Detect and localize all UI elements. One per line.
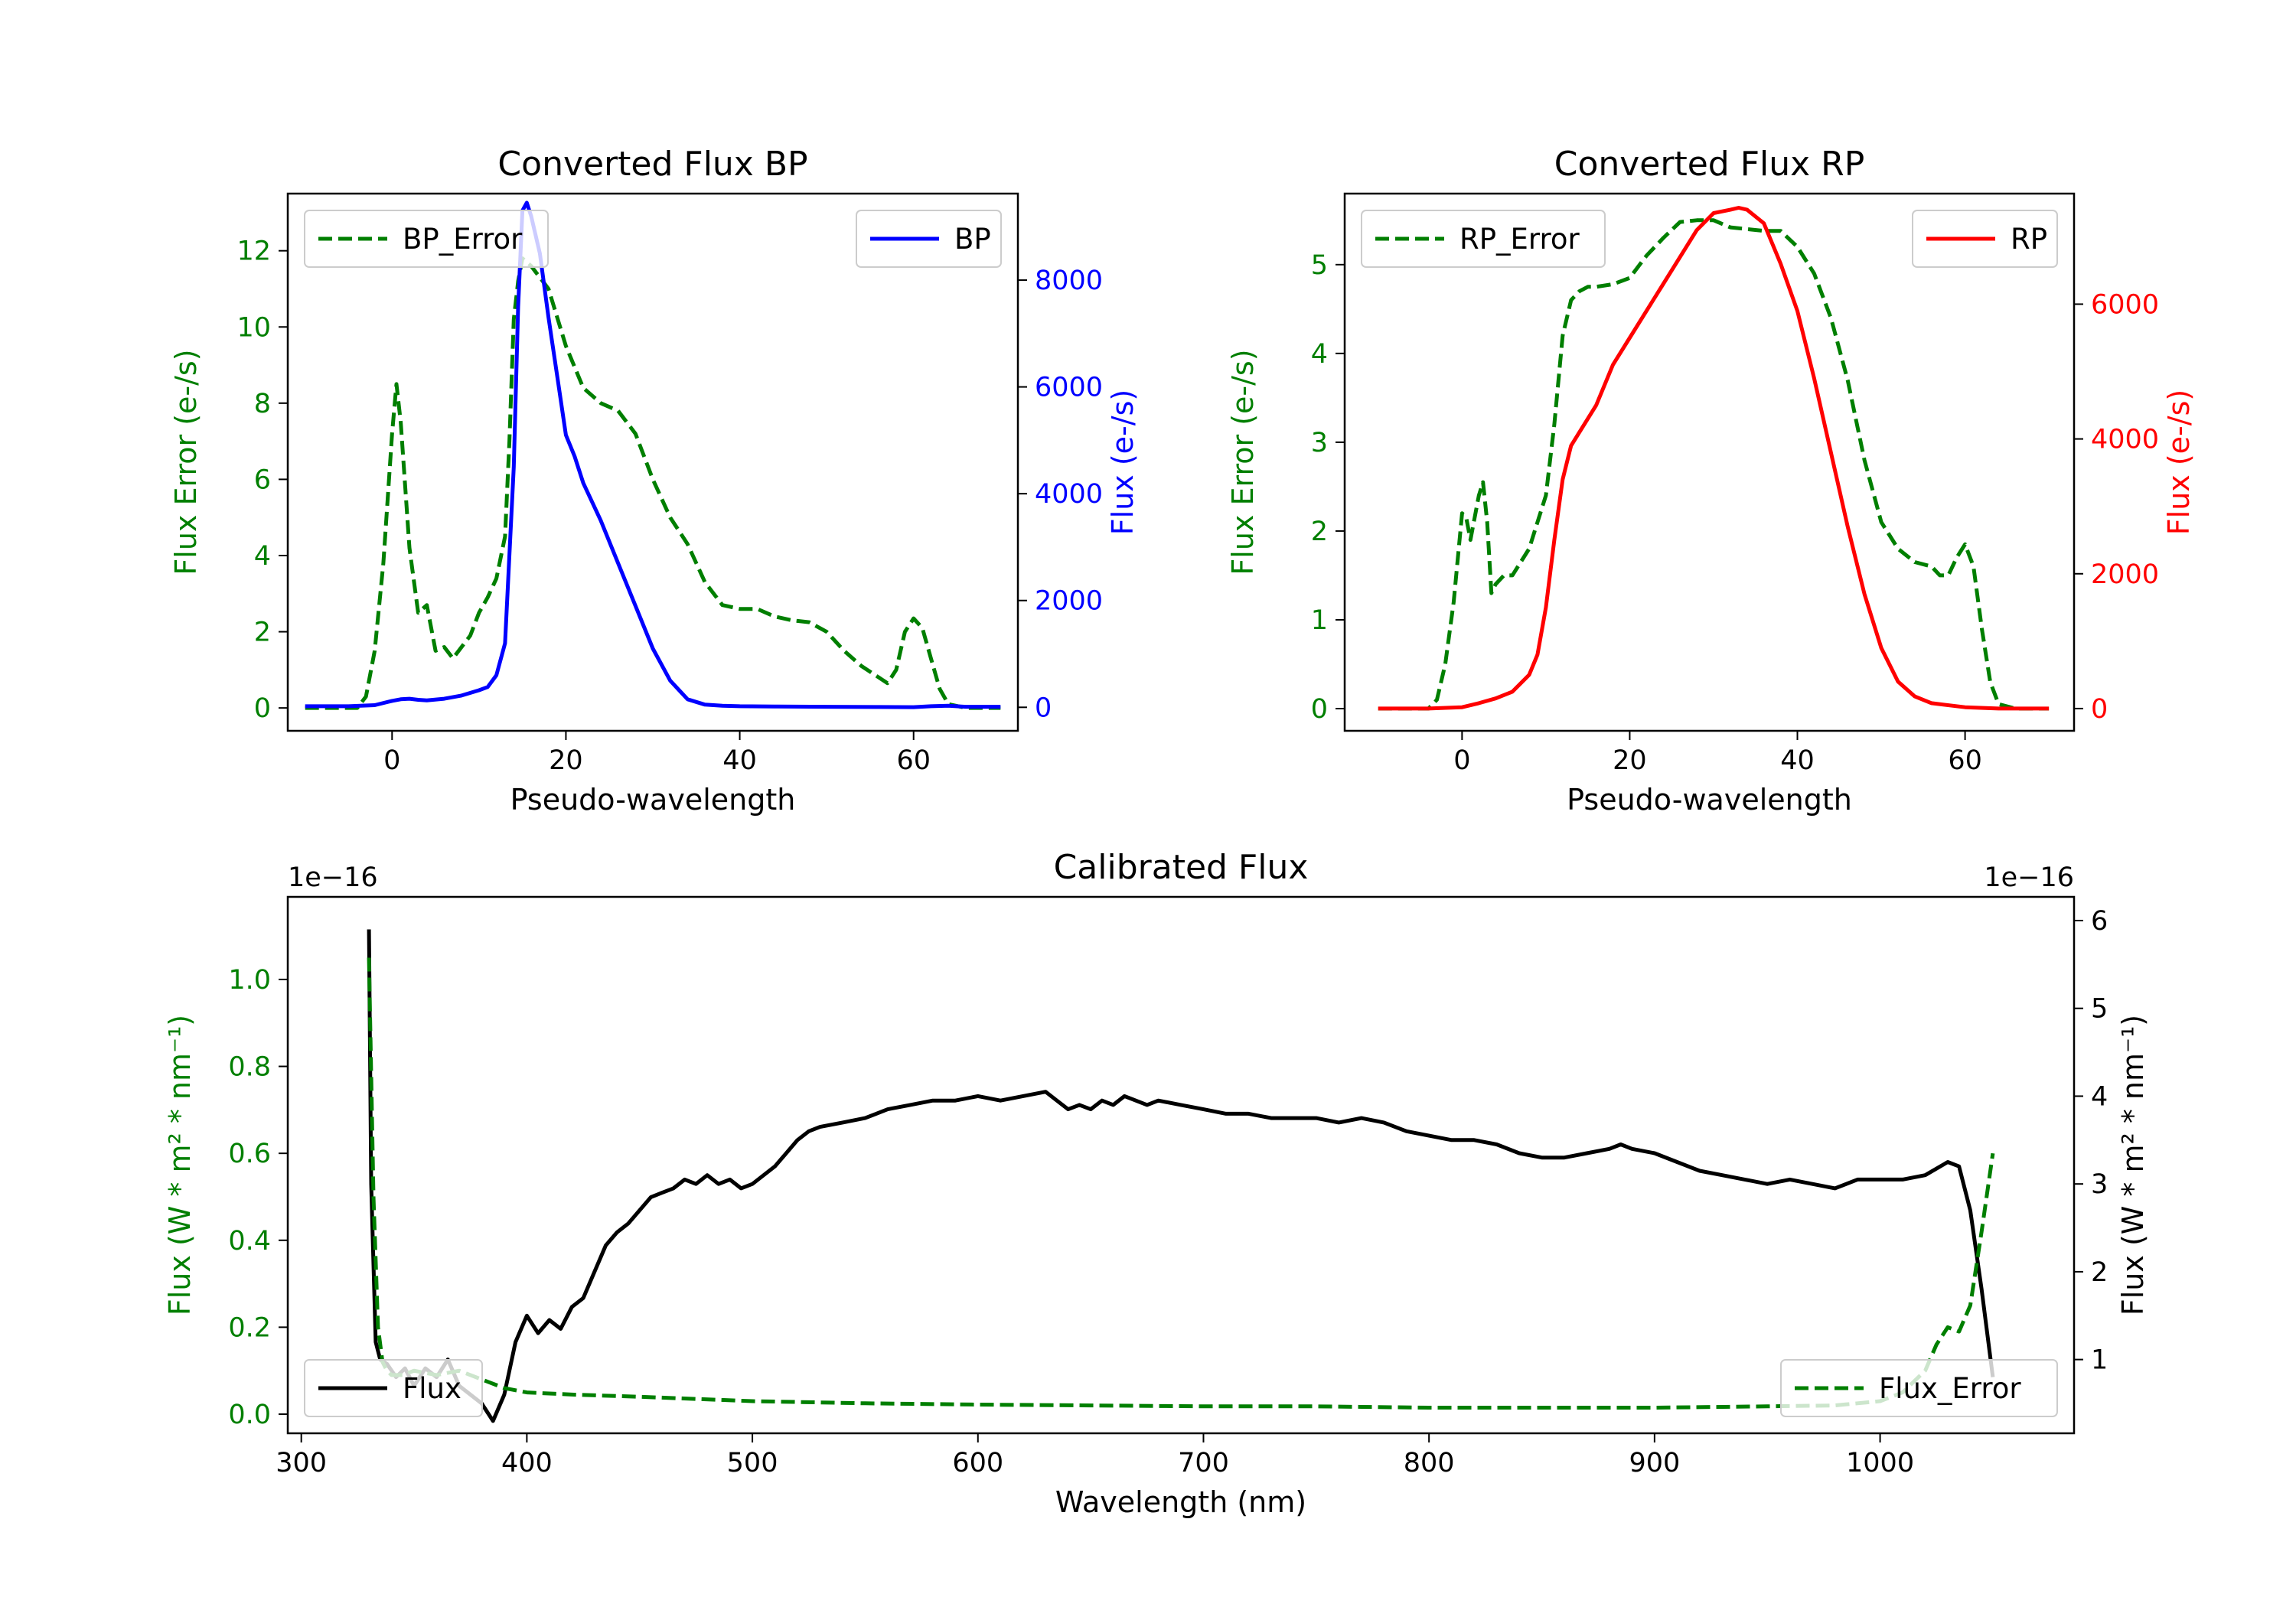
y-right-tick-label: 0: [1035, 693, 1052, 723]
y-right-axis-label: Flux (W * m² * nm⁻¹): [2116, 1015, 2150, 1315]
x-tick-label: 60: [896, 745, 931, 776]
legend-box: [304, 1359, 483, 1417]
legend-label: Flux_Error: [1879, 1372, 2021, 1405]
y-right-tick-label: 4: [2091, 1081, 2108, 1112]
y-right-tick-label: 8000: [1035, 266, 1103, 296]
series-line-rp-error: [1378, 218, 2050, 711]
legend-label: RP_Error: [1459, 223, 1580, 256]
y-right-tick-label: 1: [2091, 1345, 2108, 1376]
series-line-flux: [367, 929, 1995, 1423]
panel-cal: 300 400 500 600 700 800 900 1000 0.0 0.2 0.4 0.6 0.8…: [163, 848, 2150, 1519]
plot-frame: [1343, 192, 2076, 732]
x-tick-label: 300: [276, 1448, 327, 1478]
legend-label: Flux: [403, 1372, 461, 1405]
y-right-tick-label: 4000: [2091, 425, 2159, 455]
legend-flux: Flux: [304, 1359, 483, 1417]
y-left-tick-label: 1: [1311, 605, 1328, 636]
y-right-tick-label: 2000: [1035, 586, 1103, 617]
y-right-tick-label: 0: [2091, 694, 2108, 725]
y-right-axis-label: Flux (e-/s): [1106, 390, 1140, 535]
y-right-offset-text: 1e−16: [1984, 862, 2074, 893]
x-tick-label: 0: [383, 745, 400, 776]
y-right-tick-label: 5: [2091, 994, 2108, 1025]
x-tick-label: 1000: [1846, 1448, 1914, 1478]
x-tick-label: 600: [952, 1448, 1003, 1478]
y-right-axis-label: Flux (e-/s): [2162, 390, 2196, 535]
legend-box: [1780, 1359, 2058, 1417]
y-left-tick-label: 3: [1311, 428, 1328, 458]
y-left-tick-label: 0.8: [228, 1052, 271, 1083]
x-tick-label: 60: [1948, 745, 1982, 776]
legend-label: BP: [954, 223, 991, 256]
x-axis-label: Pseudo-wavelength: [1567, 783, 1852, 817]
legend-bp-error: BP_Error: [304, 210, 549, 268]
x-axis-label: Wavelength (nm): [1055, 1485, 1306, 1519]
y-right-tick-label: 4000: [1035, 479, 1103, 510]
y-left-tick-label: 0.0: [228, 1400, 271, 1430]
plot-frame: [286, 895, 2076, 1435]
legend-label: BP_Error: [403, 223, 523, 256]
legend-box: [304, 210, 549, 268]
y-left-offset-text: 1e−16: [288, 862, 378, 893]
x-tick-label: 500: [727, 1448, 778, 1478]
x-tick-label: 800: [1404, 1448, 1455, 1478]
x-tick-label: 20: [1613, 745, 1647, 776]
y-right-tick-label: 2000: [2091, 559, 2159, 590]
y-left-tick-label: 2: [1311, 517, 1328, 547]
panel-rp: 0 20 40 60 0 1 2 3 4 5 0 2000 4000 6000 Converted Flux…: [1226, 145, 2196, 817]
x-tick-label: 900: [1629, 1448, 1680, 1478]
y-right-tick-label: 3: [2091, 1169, 2108, 1200]
x-tick-label: 40: [1780, 745, 1815, 776]
series-line-rp: [1378, 206, 2050, 711]
legend-rp: RP: [1912, 210, 2058, 268]
y-left-axis-label: Flux Error (e-/s): [1226, 349, 1260, 575]
y-left-tick-label: 6: [254, 464, 271, 495]
y-right-tick-label: 6000: [1035, 373, 1103, 403]
panel-bp: 0 20 40 60 0 2 4 6 8 10 12 0 2000 4000 6000 8000 Convert…: [169, 145, 1140, 817]
y-right-tick-label: 6: [2091, 906, 2108, 937]
chart-title: Converted Flux BP: [497, 145, 807, 184]
legend-rp-error: RP_Error: [1361, 210, 1606, 268]
y-left-tick-label: 0.4: [228, 1226, 271, 1257]
y-left-axis-label: Flux Error (e-/s): [169, 349, 203, 575]
legend-label: RP: [2011, 223, 2047, 256]
legend-flux-error: Flux_Error: [1780, 1359, 2058, 1417]
series-line-bp-error: [305, 256, 1001, 710]
y-left-tick-label: 8: [254, 389, 271, 419]
y-left-tick-label: 4: [254, 541, 271, 572]
y-left-tick-label: 2: [254, 618, 271, 648]
x-tick-label: 700: [1178, 1448, 1229, 1478]
x-tick-label: 20: [549, 745, 583, 776]
chart-title: Calibrated Flux: [1054, 848, 1309, 887]
x-axis-label: Pseudo-wavelength: [510, 783, 796, 817]
y-left-tick-label: 10: [236, 312, 271, 343]
y-left-tick-label: 4: [1311, 339, 1328, 370]
y-left-tick-label: 0.6: [228, 1139, 271, 1169]
series-line-bp: [305, 200, 1001, 709]
y-left-tick-label: 0: [254, 693, 271, 724]
y-left-tick-label: 0.2: [228, 1312, 271, 1343]
y-left-tick-label: 0: [1311, 694, 1328, 725]
y-right-tick-label: 2: [2091, 1257, 2108, 1288]
chart-title: Converted Flux RP: [1554, 145, 1865, 184]
plot-frame: [286, 192, 1019, 732]
y-left-tick-label: 5: [1311, 250, 1328, 281]
x-tick-label: 40: [722, 745, 757, 776]
legend-box: [1361, 210, 1606, 268]
y-right-tick-label: 6000: [2091, 289, 2159, 320]
legend-bp: BP: [856, 210, 1002, 268]
series-line-flux-error: [367, 957, 1995, 1410]
y-left-axis-label: Flux (W * m² * nm⁻¹): [163, 1015, 197, 1315]
y-left-tick-label: 12: [236, 236, 271, 267]
y-left-tick-label: 1.0: [228, 965, 271, 996]
x-tick-label: 400: [501, 1448, 553, 1478]
x-tick-label: 0: [1453, 745, 1470, 776]
